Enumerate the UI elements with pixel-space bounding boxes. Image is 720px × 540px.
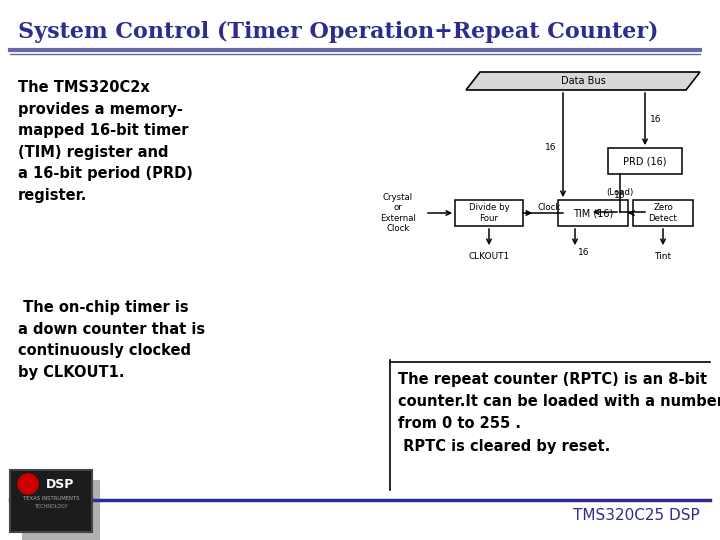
FancyBboxPatch shape: [633, 200, 693, 226]
Text: TIM (16): TIM (16): [573, 208, 613, 218]
Text: 16: 16: [545, 144, 557, 152]
Text: The repeat counter (RPTC) is an 8-bit
counter.It can be loaded with a number
fro: The repeat counter (RPTC) is an 8-bit co…: [398, 372, 720, 454]
Text: 16: 16: [650, 116, 662, 125]
Text: The on-chip timer is
a down counter that is
continuously clocked
by CLKOUT1.: The on-chip timer is a down counter that…: [18, 300, 205, 380]
Text: Data Bus: Data Bus: [561, 76, 606, 86]
FancyBboxPatch shape: [10, 470, 92, 532]
Text: (Load): (Load): [606, 188, 634, 197]
Text: System Control (Timer Operation+Repeat Counter): System Control (Timer Operation+Repeat C…: [18, 21, 659, 43]
Text: CLKOUT1: CLKOUT1: [469, 252, 510, 261]
FancyBboxPatch shape: [558, 200, 628, 226]
Text: The TMS320C2x
provides a memory-
mapped 16-bit timer
(TIM) register and
a 16-bit: The TMS320C2x provides a memory- mapped …: [18, 80, 193, 203]
Text: Tint: Tint: [654, 252, 672, 261]
Text: Zero
Detect: Zero Detect: [649, 203, 678, 222]
Text: TEXAS INSTRUMENTS: TEXAS INSTRUMENTS: [23, 496, 79, 501]
Text: 16: 16: [614, 192, 626, 200]
FancyBboxPatch shape: [455, 200, 523, 226]
Text: DSP: DSP: [46, 477, 74, 490]
Circle shape: [18, 474, 38, 494]
Text: Clock: Clock: [537, 202, 560, 212]
Text: TMS320C25 DSP: TMS320C25 DSP: [573, 509, 700, 523]
Text: 16: 16: [578, 248, 590, 257]
Text: PRD (16): PRD (16): [624, 156, 667, 166]
Text: TECHNOLOGY: TECHNOLOGY: [34, 503, 68, 509]
Polygon shape: [466, 72, 700, 90]
FancyBboxPatch shape: [22, 480, 100, 540]
Text: Crystal
or
External
Clock: Crystal or External Clock: [380, 193, 416, 233]
Text: Divide by
Four: Divide by Four: [469, 203, 509, 222]
FancyBboxPatch shape: [608, 148, 682, 174]
